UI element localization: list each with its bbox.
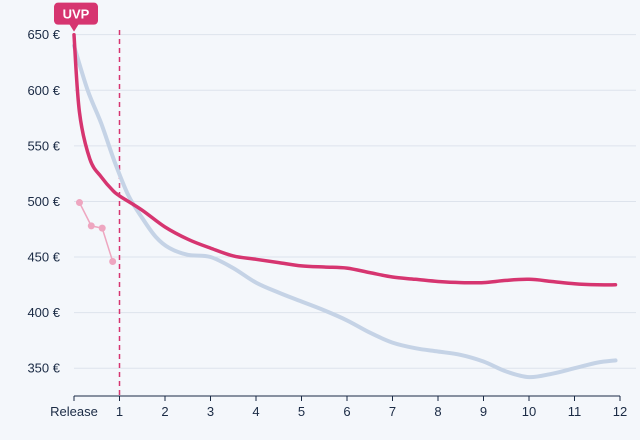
y-tick-label-450: 450 € bbox=[27, 250, 60, 265]
data-point-early-3 bbox=[109, 257, 117, 265]
x-tick-label-5: 5 bbox=[298, 404, 305, 419]
y-axis: 350 € 400 € 450 € 500 € 550 € 600 € 650 € bbox=[27, 27, 60, 376]
x-tick-label-2: 2 bbox=[161, 404, 168, 419]
data-point-early-2 bbox=[98, 224, 106, 232]
series-line-early bbox=[78, 202, 114, 262]
x-tick-label-4: 4 bbox=[252, 404, 259, 419]
uvp-badge: UVP bbox=[54, 2, 98, 32]
uvp-badge-pointer bbox=[69, 23, 79, 32]
x-axis: Release 1 2 3 4 5 6 7 8 9 10 11 12 bbox=[50, 395, 627, 419]
y-tick-label-400: 400 € bbox=[27, 305, 60, 320]
uvp-badge-background bbox=[54, 2, 98, 25]
x-tick-label-7: 7 bbox=[389, 404, 396, 419]
series-line-background bbox=[72, 43, 618, 380]
x-tick-label-12: 12 bbox=[613, 404, 627, 419]
x-tick-label-10: 10 bbox=[522, 404, 536, 419]
series-group bbox=[72, 32, 618, 380]
x-tick-label-1: 1 bbox=[116, 404, 123, 419]
data-point-early-1 bbox=[87, 222, 95, 230]
data-point-early-0 bbox=[75, 199, 83, 207]
y-tick-label-500: 500 € bbox=[27, 194, 60, 209]
uvp-badge-label: UVP bbox=[63, 7, 90, 22]
y-tick-label-600: 600 € bbox=[27, 83, 60, 98]
grid bbox=[74, 34, 636, 369]
y-tick-label-550: 550 € bbox=[27, 138, 60, 153]
x-tick-label-8: 8 bbox=[434, 404, 441, 419]
x-tick-label-9: 9 bbox=[480, 404, 487, 419]
y-tick-label-350: 350 € bbox=[27, 361, 60, 376]
series-line-main bbox=[72, 32, 618, 287]
x-tick-label-11: 11 bbox=[568, 404, 582, 419]
x-tick-label-6: 6 bbox=[343, 404, 350, 419]
x-tick-label-3: 3 bbox=[207, 404, 214, 419]
y-tick-label-650: 650 € bbox=[27, 27, 60, 42]
x-tick-label-0: Release bbox=[50, 404, 98, 419]
